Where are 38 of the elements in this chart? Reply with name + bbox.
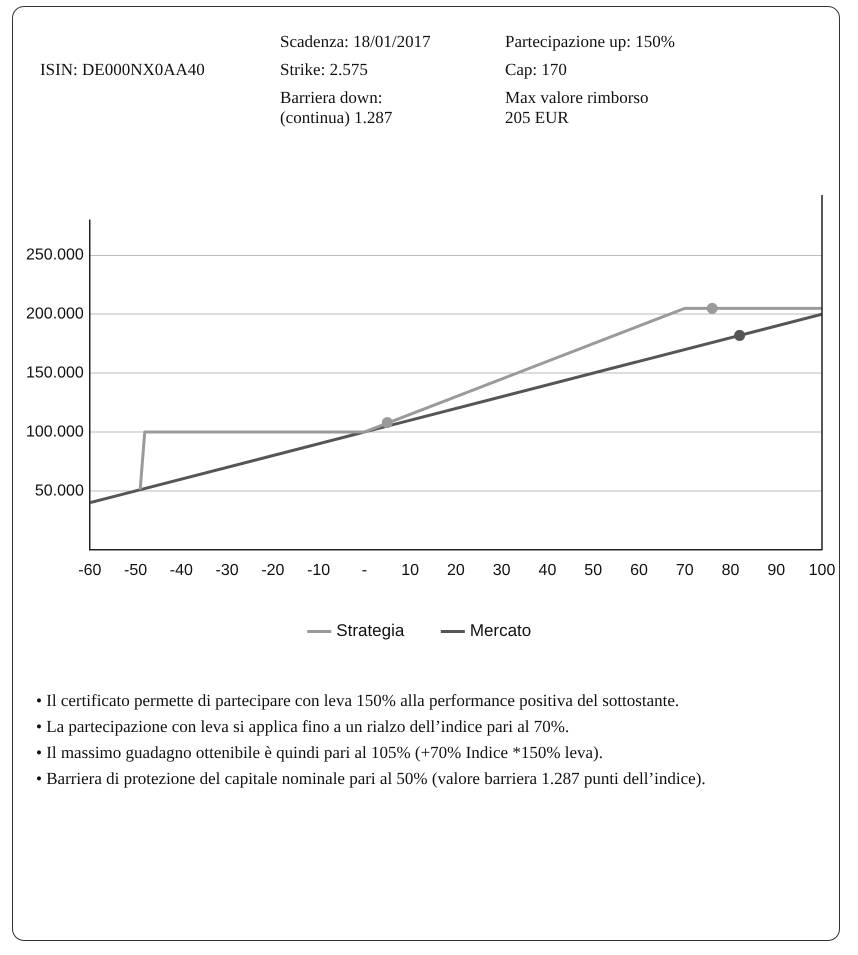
x-tick-label: -10 [307,562,330,579]
x-tick-label: -20 [261,562,285,579]
text: Max valore rimborso 205 EUR [505,88,650,128]
x-tick-label: 20 [447,562,465,579]
y-tick-label: 200.000 [26,306,84,323]
y-tick-label: 50.000 [34,482,84,500]
legend-label: Mercato [470,621,532,640]
x-tick-label: -50 [124,562,148,579]
x-tick-label: 60 [630,562,648,579]
x-tick-label: - [362,562,368,579]
point [734,330,746,341]
x-tick-label: 10 [401,562,420,579]
x-tick-label: 40 [538,562,556,579]
text: Barriera down: (continua) 1.287 [280,88,394,128]
y-tick-label: 150.000 [26,364,84,382]
point [382,417,393,428]
text: • Il certificato permette di partecipare con leva 150% alla performance positiva del sottostante. [36,690,680,712]
text: Strike: 2.575 [280,60,369,80]
text: • Barriera di protezione del capitale nominale pari al 50% (valore barriera 1.287 punti dell’indice). [36,768,707,790]
point [706,302,718,314]
x-tick-label: -30 [216,562,239,579]
x-tick-label: 70 [676,562,694,579]
y-tick-label: 250.000 [26,246,84,264]
text: • Il massimo guadagno ottenibile è quindi pari al 105% (+70% Indice *150% leva). [36,742,604,764]
text: ISIN: DE000NX0AA40 [40,60,206,80]
text: Partecipazione up: 150% [505,32,676,52]
x-tick-label: 90 [767,562,786,579]
x-tick-label: 30 [492,562,511,579]
text: Scadenza: 18/01/2017 [280,32,432,52]
y-tick-label: 100.000 [26,423,84,440]
x-tick-label: -60 [78,562,102,579]
x-tick-label: -40 [170,562,194,579]
legend-label: Strategia [336,621,405,640]
x-tick-label: 50 [584,562,602,579]
x-tick-label: 80 [722,562,740,579]
x-tick-label: 100 [808,562,836,579]
text: • La partecipazione con leva si applica fino a un rialzo dell’indice pari al 70%. [36,716,570,738]
text: Cap: 170 [505,60,568,80]
